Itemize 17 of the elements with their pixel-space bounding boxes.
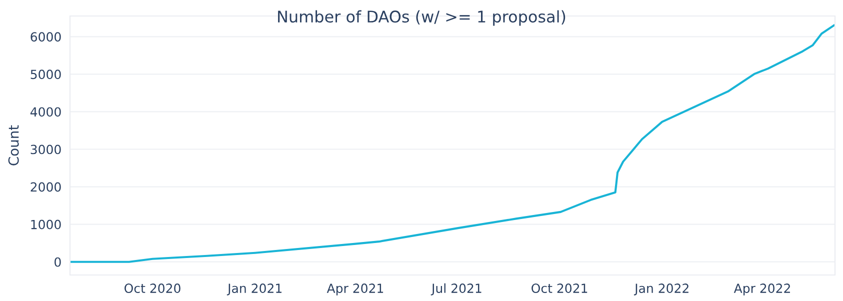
x-tick-label: Oct 2021 — [532, 284, 588, 294]
y-tick-label: 3000 — [30, 144, 61, 154]
y-tick-label: 0 — [54, 257, 61, 267]
chart-title: Number of DAOs (w/ >= 1 proposal) — [278, 10, 566, 26]
y-tick-label: 2000 — [30, 182, 61, 192]
y-tick-label: 5000 — [30, 70, 61, 80]
y-tick-label: 4000 — [30, 107, 61, 117]
x-tick-label: Jan 2021 — [226, 284, 282, 296]
x-tick-label: Jan 2022 — [634, 284, 688, 296]
x-tick-label: Apr 2022 — [734, 284, 790, 296]
line-series — [70, 24, 835, 263]
y-tick-label: 6000 — [30, 32, 61, 42]
y-tick-label: 1000 — [31, 220, 61, 230]
x-tick-label: Apr 2021 — [326, 284, 384, 296]
x-tick-label: Oct 2020 — [124, 284, 180, 294]
x-tick-label: Jul 2021 — [430, 283, 482, 296]
y-axis-title: Count — [8, 125, 19, 166]
